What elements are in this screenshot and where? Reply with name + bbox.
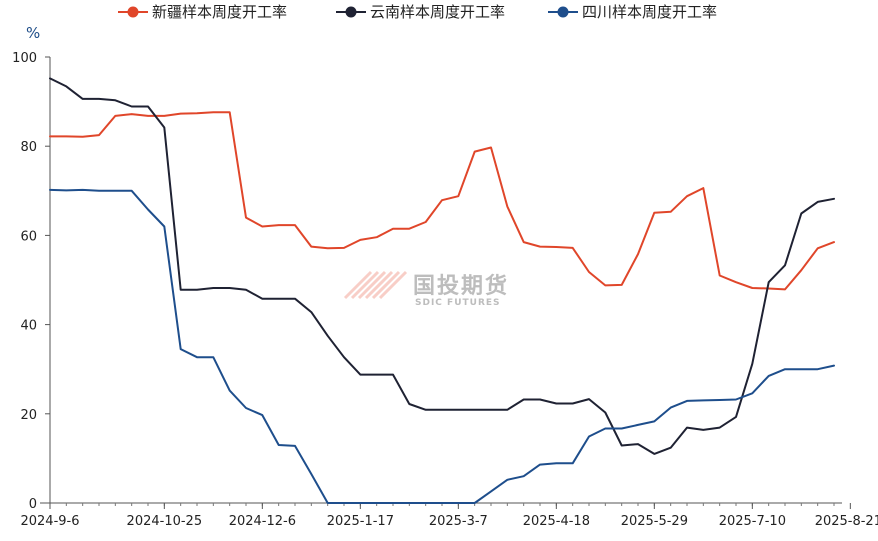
legend: 新疆样本周度开工率 云南样本周度开工率 四川样本周度开工率 — [118, 3, 717, 21]
legend-item-1: 新疆样本周度开工率 — [118, 3, 287, 21]
x-tick-label: 2025-3-7 — [429, 514, 488, 529]
y-axis-unit-label: % — [26, 24, 40, 42]
series-line-3 — [49, 188, 835, 504]
x-tick-label: 2024-12-6 — [229, 514, 296, 529]
legend-dot-marker — [127, 6, 139, 18]
legend-item-3: 四川样本周度开工率 — [548, 3, 717, 21]
watermark-subtext: SDIC FUTURES — [415, 298, 501, 308]
watermark-text: 国投期货 — [413, 273, 509, 299]
x-tick-label: 2024-10-25 — [127, 514, 203, 529]
y-tick-label: 80 — [20, 140, 37, 155]
y-tick-label: 60 — [20, 229, 37, 244]
y-tick-label: 0 — [29, 497, 37, 512]
series-line-2 — [49, 77, 835, 455]
y-tick-label: 40 — [20, 319, 37, 334]
x-tick-label: 2025-5-29 — [621, 514, 688, 529]
y-tick-label: 100 — [12, 51, 37, 66]
x-tick-label: 2024-9-6 — [20, 514, 79, 529]
x-tick-label: 2025-4-18 — [523, 514, 590, 529]
legend-label: 四川样本周度开工率 — [582, 3, 717, 21]
x-tick-label: 2025-7-10 — [719, 514, 786, 529]
legend-label: 新疆样本周度开工率 — [152, 3, 287, 21]
y-tick-label: 20 — [20, 408, 37, 423]
watermark-logo-icon — [343, 270, 408, 300]
legend-dot-marker — [557, 6, 569, 18]
series-layer — [49, 77, 835, 504]
legend-label: 云南样本周度开工率 — [370, 3, 505, 21]
legend-item-2: 云南样本周度开工率 — [336, 3, 505, 21]
axes: 0 20 40 60 80 100 2024-9-6 2024-10-25 2024-12-6 2… — [12, 51, 878, 529]
x-tick-label: 2025-8-21 — [815, 514, 878, 529]
series-line-1 — [49, 111, 835, 291]
legend-dot-marker — [345, 6, 357, 18]
x-tick-label: 2025-1-17 — [327, 514, 394, 529]
